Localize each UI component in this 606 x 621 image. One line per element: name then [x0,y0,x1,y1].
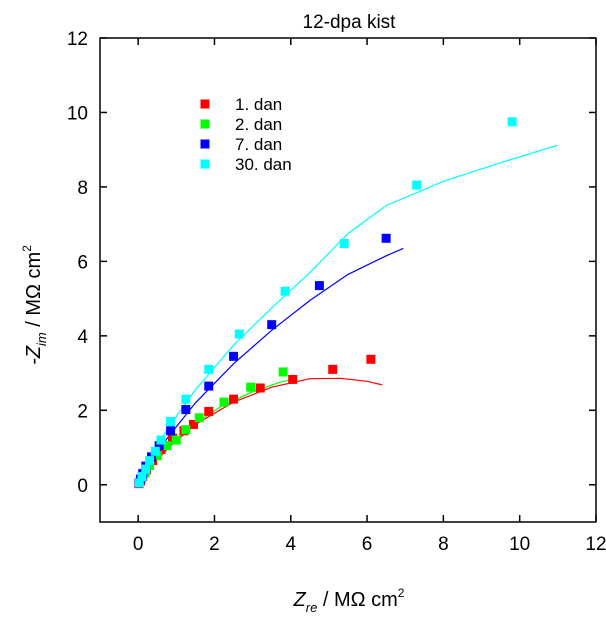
y-axis-label-sup: 2 [20,245,34,252]
data-point [339,239,349,249]
legend-label: 7. dan [235,135,282,154]
y-tick-label: 10 [67,103,88,124]
data-point [171,435,181,445]
x-tick-label: 10 [509,534,530,555]
data-point [181,405,191,415]
data-point [204,364,214,374]
x-tick-label: 4 [285,534,296,555]
legend-marker [200,99,210,109]
legend-label: 30. dan [235,155,292,174]
data-point [267,320,277,330]
data-point [234,329,244,339]
y-axis-label-prefix: -Z [23,345,45,365]
y-axis-label: -Zim / MΩ cm2 [20,245,49,365]
legend-marker [200,119,210,129]
data-point [194,413,204,423]
data-point [288,374,298,384]
data-point [141,464,151,474]
data-point [162,441,172,451]
data-point [204,381,214,391]
x-tick-label: 2 [209,534,220,555]
data-point [219,397,229,407]
fit-line [137,378,295,486]
data-point [156,435,166,445]
y-axis-label-sub: im [34,332,49,346]
data-point [314,281,324,291]
data-point [507,117,517,127]
data-point [255,383,265,393]
y-tick-label: 4 [77,327,88,348]
data-point [134,478,144,488]
x-tick-label: 0 [133,534,144,555]
data-point [381,233,391,243]
y-tick-label: 2 [77,401,88,422]
y-tick-label: 6 [77,252,88,273]
x-tick-label: 8 [438,534,449,555]
x-axis-label-rest: / MΩ cm [317,589,398,611]
data-point [166,426,176,436]
x-tick-label: 12 [585,534,606,555]
y-tick-label: 8 [77,178,88,199]
data-point [145,456,155,466]
x-axis-label-main: Z [293,589,307,611]
legend-marker [200,139,210,149]
y-tick-label: 12 [67,29,88,50]
data-point [150,446,160,456]
plot-frame [99,37,597,523]
fit-line [137,247,404,486]
legend-label: 1. dan [235,95,282,114]
legend-label: 2. dan [235,115,282,134]
data-point [204,406,214,416]
data-point [181,425,191,435]
data-point [328,364,338,374]
fit-line [137,144,558,486]
data-point [188,419,198,429]
data-point [280,286,290,296]
chart-title: 12-dpa kist [303,12,397,33]
data-point [137,472,147,482]
data-point [229,351,239,361]
data-point [278,367,288,377]
x-axis-label: Zre / MΩ cm2 [293,586,405,615]
x-axis-label-sub: re [306,600,318,615]
data-point [166,416,176,426]
data-point [366,354,376,364]
data-point [181,394,191,404]
data-point [154,441,164,451]
y-axis-label-rest: / MΩ cm [23,252,45,333]
data-point [229,394,239,404]
x-axis-label-sup: 2 [398,586,405,600]
data-point [412,180,422,190]
x-tick-label: 6 [362,534,373,555]
y-tick-label: 0 [77,476,88,497]
data-point [246,382,256,392]
legend-marker [200,159,210,169]
